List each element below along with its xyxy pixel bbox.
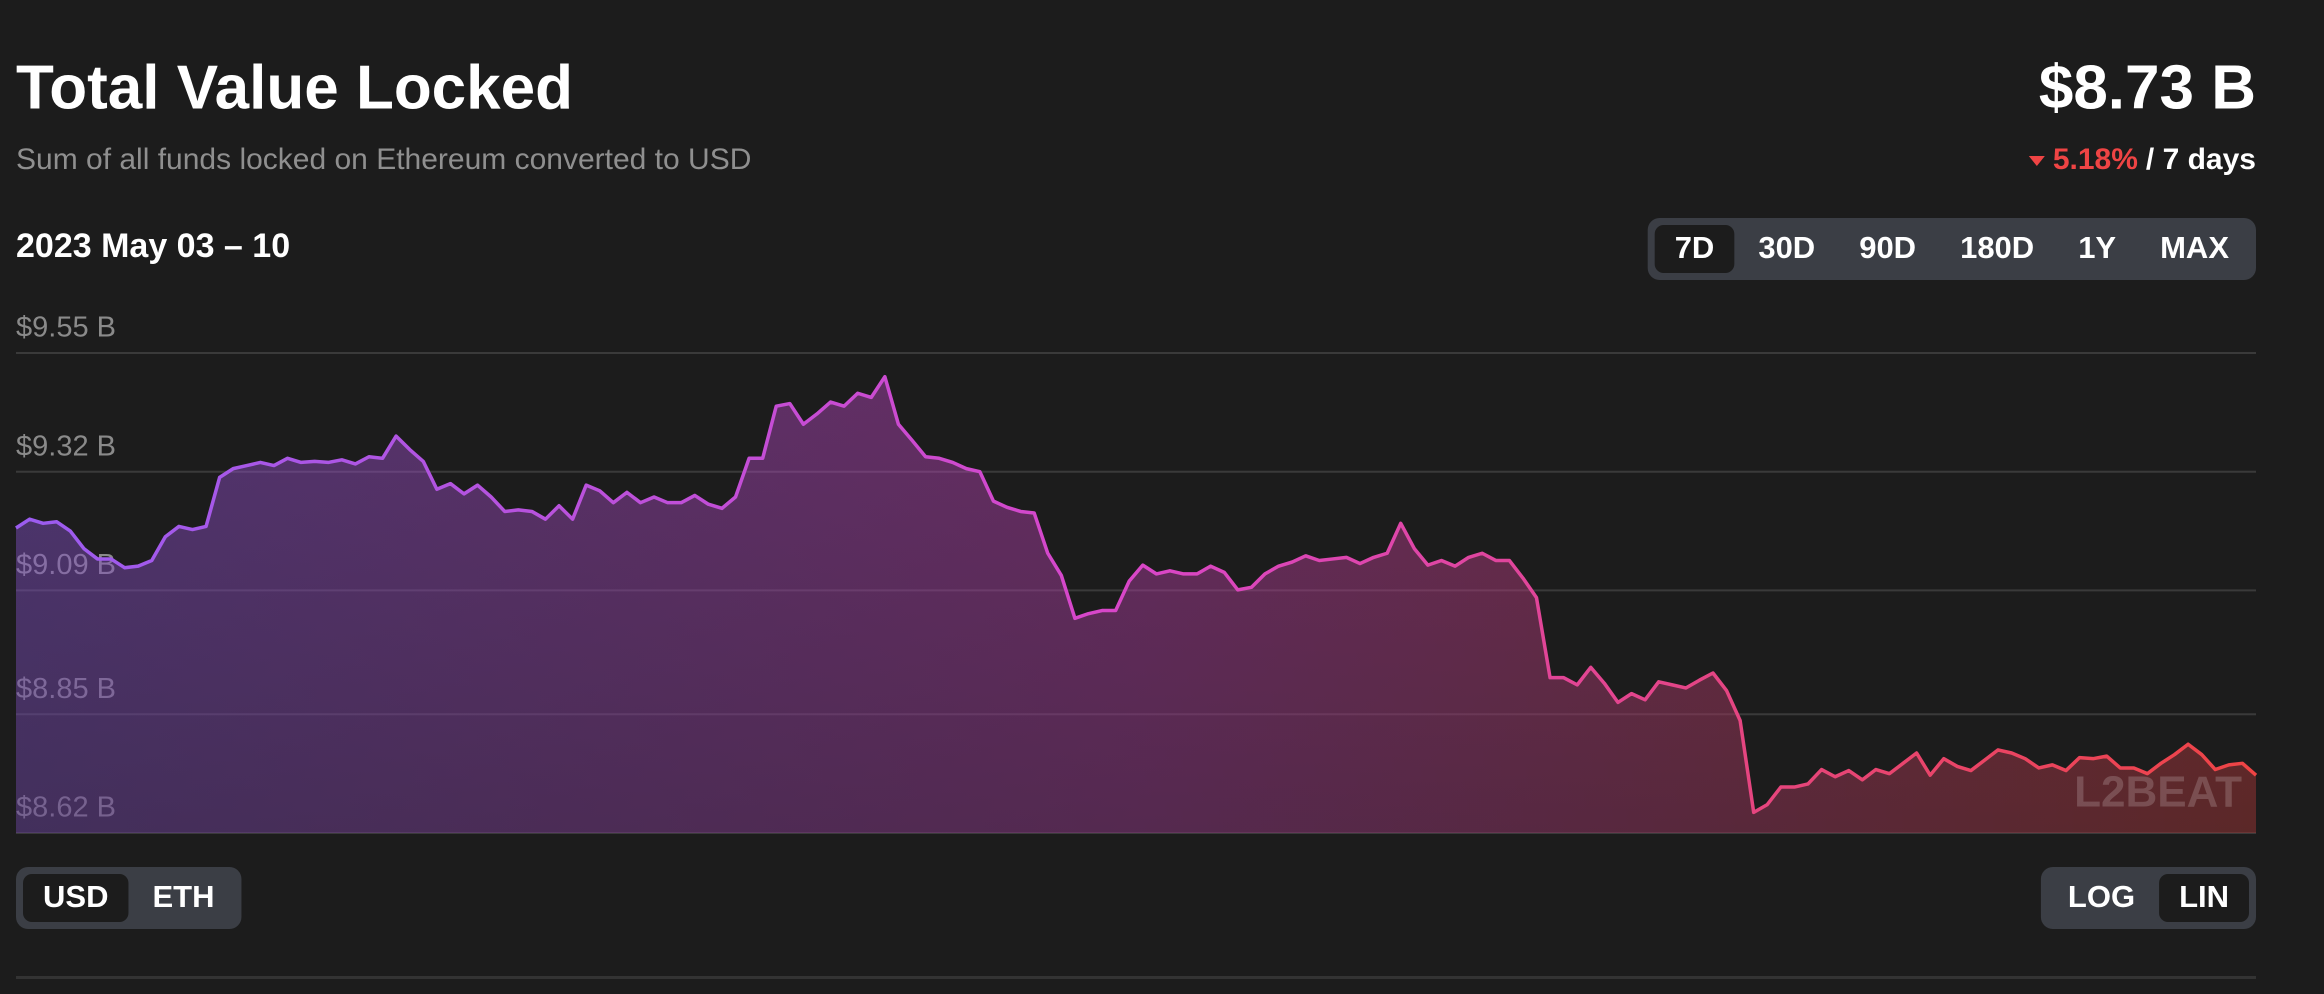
button-label[interactable]: USD	[43, 879, 108, 914]
down-triangle	[2028, 156, 2045, 166]
button-label[interactable]: 180D	[1960, 230, 2034, 265]
date-range: 2023 May 03 – 10	[16, 227, 290, 265]
button-label[interactable]: LIN	[2179, 879, 2229, 914]
y-tick-label: $9.55 B	[16, 312, 116, 344]
change-line: 5.18%/ 7 days	[2053, 143, 2256, 176]
y-tick-label: $9.32 B	[16, 430, 116, 462]
button-label[interactable]: LOG	[2068, 879, 2135, 914]
change-period: / 7 days	[2146, 143, 2256, 176]
button-label[interactable]: MAX	[2160, 230, 2229, 265]
button-label[interactable]: 1Y	[2078, 230, 2116, 265]
button[interactable]	[1654, 225, 1735, 273]
button-label[interactable]: 7D	[1675, 230, 1715, 265]
button-label[interactable]: 30D	[1758, 230, 1815, 265]
line	[15, 374, 2258, 815]
area-fade	[16, 376, 2256, 833]
change: 5.18%	[2053, 143, 2138, 176]
button[interactable]	[2159, 874, 2249, 922]
button[interactable]	[23, 874, 129, 922]
total-value: $8.73 B	[2039, 53, 2256, 122]
button-label[interactable]: 90D	[1859, 230, 1916, 265]
button-label[interactable]: ETH	[152, 879, 214, 914]
watermark: L2BEAT	[2074, 768, 2242, 817]
subtitle: Sum of all funds locked on Ethereum conv…	[16, 143, 751, 176]
divider	[16, 976, 2256, 979]
title: Total Value Locked	[16, 53, 573, 122]
button-group	[1647, 218, 2256, 280]
